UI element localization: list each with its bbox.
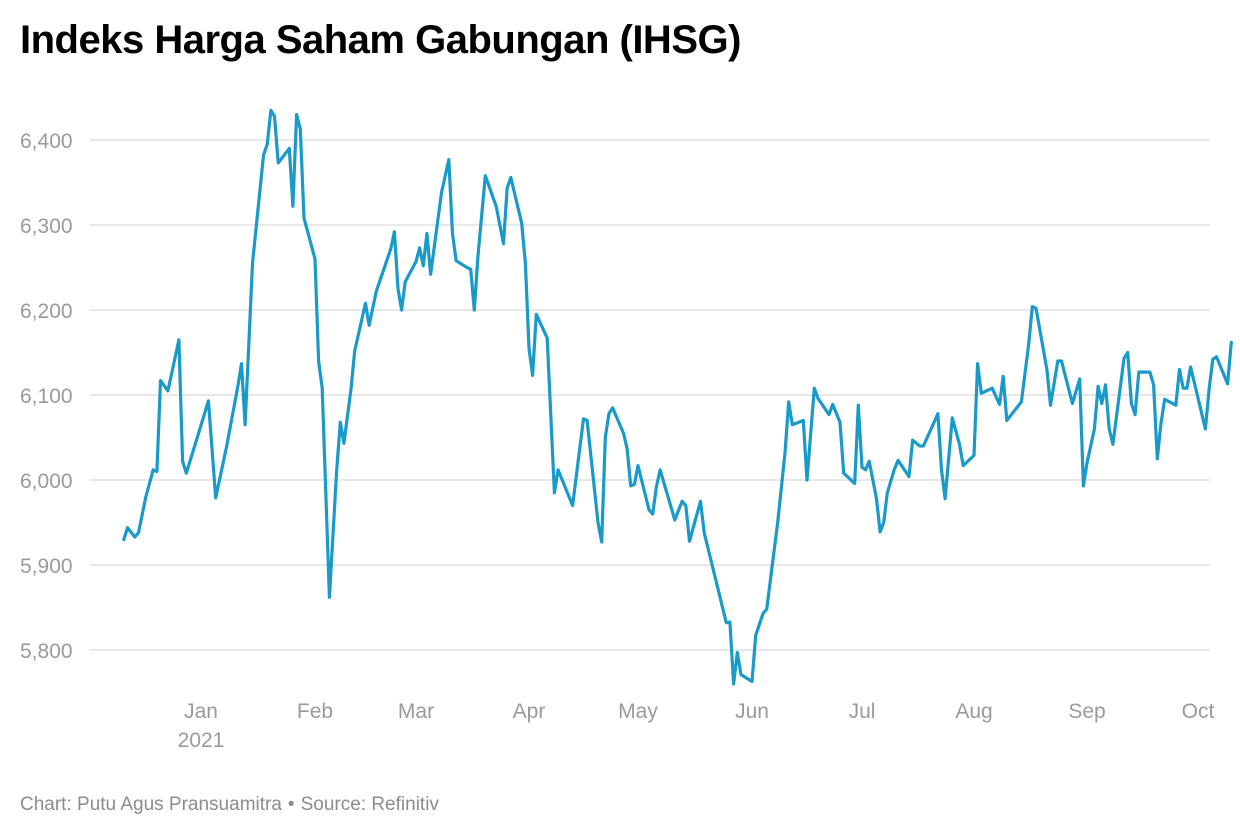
x-tick-label: Apr [513, 700, 546, 723]
y-tick-label: 5,800 [20, 640, 73, 663]
x-tick-label: Oct [1182, 700, 1215, 723]
x-tick-label: Sep [1068, 700, 1105, 723]
y-tick-label: 5,900 [20, 555, 73, 578]
x-tick-label: Jun [735, 700, 769, 723]
x-tick-label: Jul [849, 700, 876, 723]
x-tick-label: Aug [955, 700, 992, 723]
series-line-0 [122, 108, 1233, 686]
grid-lines [90, 139, 1210, 651]
chart-source: Source: Refinitiv [300, 794, 439, 815]
chart-footer: Chart: Putu Agus Pransuamitra • Source: Re… [20, 794, 439, 816]
x-axis-ticks: Jan 2021 Feb Mar Apr May Jun Jul Aug Sep Oct [178, 700, 1215, 752]
y-tick-label: 6,300 [20, 215, 73, 238]
series-layer [122, 108, 1233, 686]
y-tick-label: 6,100 [20, 385, 73, 408]
y-tick-label: 6,400 [20, 130, 73, 153]
y-tick-label: 6,000 [20, 470, 73, 493]
x-tick-sublabel: 2021 [178, 729, 225, 752]
footer-separator: • [287, 794, 295, 815]
y-tick-label: 6,200 [20, 300, 73, 323]
chart-area: 5,800 5,900 6,000 6,100 6,200 6,300 6,400 Jan 2… [20, 108, 1233, 752]
x-tick-label: Jan [184, 700, 218, 723]
chart-title: Indeks Harga Saham Gabungan (IHSG) [20, 18, 741, 62]
y-axis-ticks: 5,800 5,900 6,000 6,100 6,200 6,300 6,400 [20, 130, 73, 663]
chart-credit: Chart: Putu Agus Pransuamitra [20, 794, 282, 815]
x-tick-label: May [618, 700, 658, 723]
x-tick-label: Feb [297, 700, 333, 723]
x-tick-label: Mar [398, 700, 434, 723]
